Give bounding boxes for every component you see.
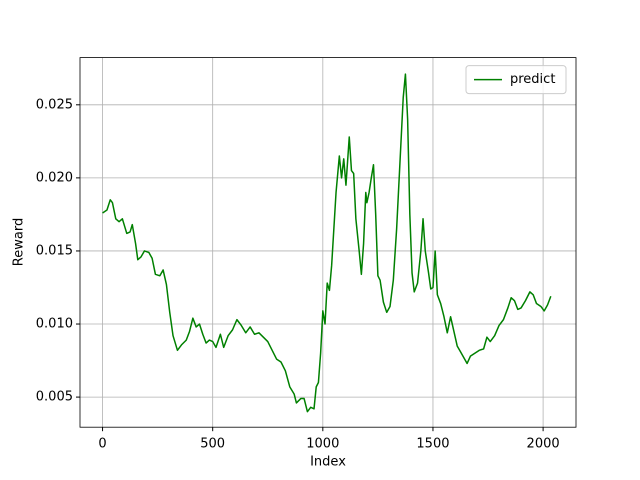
y-axis-label: Reward: [12, 218, 27, 266]
x-tick-label: 1000: [306, 437, 339, 452]
y-tick-label: 0.020: [36, 170, 73, 185]
x-axis-label: Index: [310, 455, 346, 470]
line-series: [102, 73, 552, 413]
x-tick-label: 0: [98, 437, 106, 452]
legend-box: [465, 65, 567, 95]
x-tick-label: 2000: [527, 437, 560, 452]
y-tick-label: 0.005: [36, 390, 73, 405]
legend-label: predict: [510, 72, 555, 87]
x-tick-label: 500: [200, 437, 225, 452]
y-tick-label: 0.015: [36, 243, 73, 258]
x-tick-label: 1500: [416, 437, 449, 452]
y-tick-label: 0.010: [36, 317, 73, 332]
plot-frame: [79, 57, 577, 428]
y-tick-label: 0.025: [36, 97, 73, 112]
